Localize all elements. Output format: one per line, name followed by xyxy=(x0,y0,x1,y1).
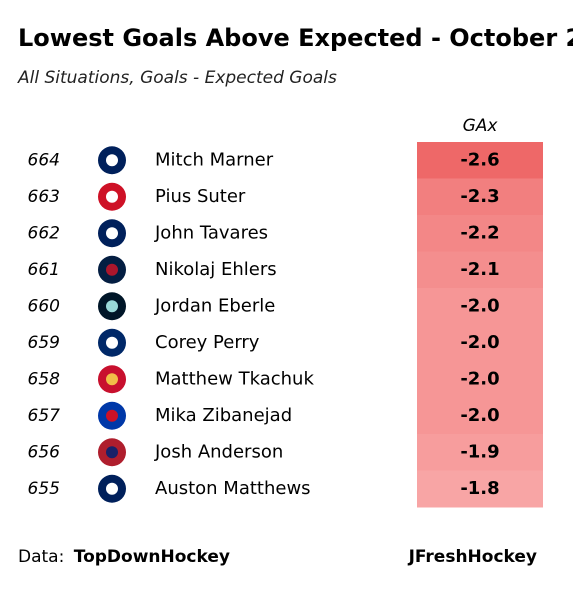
rank: 658 xyxy=(28,369,61,389)
value-cell xyxy=(417,178,543,216)
rank: 660 xyxy=(28,296,60,316)
player-name: Josh Anderson xyxy=(154,441,283,462)
rank: 663 xyxy=(28,187,60,207)
team-logo-detail xyxy=(106,263,118,276)
gax-value: -2.2 xyxy=(460,222,499,243)
gax-value: -2.0 xyxy=(460,405,499,426)
gax-value: -2.0 xyxy=(460,368,499,389)
team-logo-detail xyxy=(106,336,118,349)
value-cell xyxy=(417,251,543,289)
team-logo-detail xyxy=(106,227,118,240)
player-name: John Tavares xyxy=(154,222,268,243)
value-cell xyxy=(417,361,543,398)
rank: 655 xyxy=(28,479,60,499)
rank: 662 xyxy=(28,223,60,243)
footer-source: Data: TopDownHockey xyxy=(18,547,230,567)
value-cell xyxy=(417,215,543,252)
brand: JFreshHockey xyxy=(408,547,537,567)
value-cell xyxy=(417,434,543,471)
player-name: Pius Suter xyxy=(155,186,246,207)
player-name: Mika Zibanejad xyxy=(155,405,292,426)
team-logo-detail xyxy=(106,409,118,422)
player-name: Nikolaj Ehlers xyxy=(155,259,277,280)
rank: 659 xyxy=(28,333,60,353)
value-cell xyxy=(417,142,543,179)
rank: 664 xyxy=(28,150,60,170)
value-cell xyxy=(417,470,543,508)
team-logo-detail xyxy=(106,154,118,167)
title: Lowest Goals Above Expected - October 24 xyxy=(18,24,573,52)
value-cell xyxy=(417,324,543,362)
gax-value: -2.0 xyxy=(460,332,499,353)
gax-value: -2.1 xyxy=(460,259,499,280)
player-name: Matthew Tkachuk xyxy=(155,368,314,389)
player-name: Corey Perry xyxy=(155,332,260,353)
gax-value: -2.3 xyxy=(460,186,499,207)
team-logo-detail xyxy=(106,190,118,203)
player-name: Mitch Marner xyxy=(155,149,274,170)
gax-value: -1.8 xyxy=(460,478,499,499)
value-cell xyxy=(417,288,543,325)
column-header: GAx xyxy=(463,116,499,136)
rows: 664 Mitch Marner -2.6 663 Pius Suter -2.3 662 J… xyxy=(28,142,543,508)
team-logo-detail xyxy=(106,373,118,386)
team-logo-detail xyxy=(106,300,118,313)
source-label: Data: xyxy=(18,547,64,567)
player-name: Auston Matthews xyxy=(155,478,311,499)
source: TopDownHockey xyxy=(74,547,230,567)
value-cell xyxy=(417,397,543,435)
rank: 656 xyxy=(28,442,61,462)
gax-value: -2.0 xyxy=(460,295,499,316)
player-name: Jordan Eberle xyxy=(154,295,275,316)
team-logo-detail xyxy=(106,446,118,459)
rank: 657 xyxy=(28,406,61,426)
gax-value: -2.6 xyxy=(460,149,499,170)
team-logo-detail xyxy=(106,482,118,495)
rank: 661 xyxy=(28,260,60,280)
gax-value: -1.9 xyxy=(460,441,499,462)
subtitle: All Situations, Goals - Expected Goals xyxy=(17,68,337,88)
